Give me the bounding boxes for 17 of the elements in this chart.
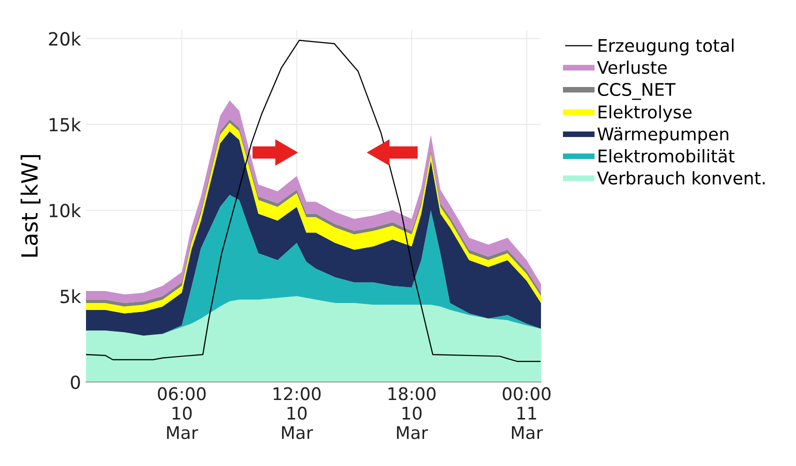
- x-tick-label: 18:00 10 Mar: [388, 387, 436, 440]
- y-tick-label: 15k: [50, 118, 82, 132]
- y-tick-label: 5k: [60, 289, 82, 304]
- y-axis-title: Last [kW]: [20, 155, 40, 257]
- legend-label: Elektromobilität: [598, 149, 735, 163]
- legend-label: Verbrauch konvent.: [597, 171, 765, 185]
- legend-label: CCS_NET: [598, 82, 676, 100]
- legend-label: Elektrolyse: [598, 105, 692, 122]
- y-tick-label: 20k: [49, 32, 82, 46]
- x-tick-label: 06:00 10 Mar: [158, 387, 206, 440]
- legend-label: Verluste: [597, 60, 667, 74]
- y-tick-label: 10k: [50, 203, 82, 218]
- x-tick-label: 12:00 10 Mar: [274, 387, 321, 440]
- legend-label: Wärmepumpen: [598, 127, 728, 144]
- x-tick-label: 00:00 11 Mar: [502, 387, 550, 440]
- y-tick-label: 0: [70, 375, 80, 390]
- legend-label: Erzeugung total: [598, 38, 734, 56]
